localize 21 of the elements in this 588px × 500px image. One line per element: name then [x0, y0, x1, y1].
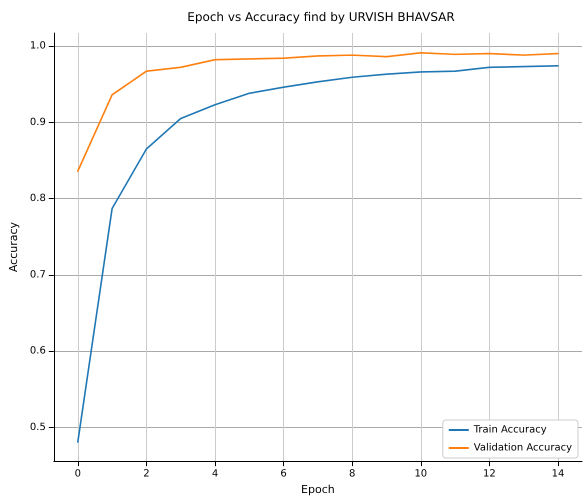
legend-label: Train Accuracy [472, 424, 547, 436]
y-tick-label: 0.8 [30, 193, 46, 204]
line-series [77, 52, 559, 172]
x-tick-label: 12 [483, 468, 496, 480]
line-series [77, 65, 559, 443]
y-tick-label: 0.6 [30, 346, 46, 357]
y-tick-label: 1.0 [30, 40, 46, 52]
x-tick-label: 4 [212, 468, 218, 480]
y-tick-label: 0.5 [30, 422, 46, 434]
legend-label: Validation Accuracy [474, 442, 572, 454]
x-tick-label: 8 [349, 468, 356, 480]
x-axis-title: Epoch [301, 483, 335, 496]
x-tick-label: 6 [280, 468, 287, 480]
x-tick-label: 2 [143, 468, 150, 480]
y-tick-label: 0.7 [30, 269, 46, 280]
y-axis-title: Accuracy [7, 221, 20, 272]
x-tick-label: 0 [74, 468, 81, 480]
x-tick-label: 14 [552, 468, 564, 480]
y-tick-label: 0.9 [30, 116, 46, 128]
chart-title: Epoch vs Accuracy find by URVISH BHAVSAR [187, 10, 455, 24]
x-tick-label: 10 [414, 468, 428, 480]
